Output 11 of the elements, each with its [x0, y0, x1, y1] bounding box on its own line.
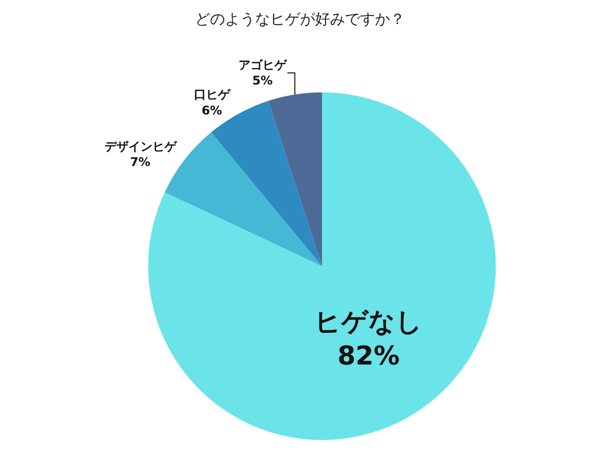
data-label: 6% — [202, 103, 222, 118]
pie-slice — [164, 132, 322, 266]
slice-label: デザインヒゲ — [104, 139, 178, 154]
slice-label: 口ヒゲ — [194, 88, 231, 102]
pie-slice — [268, 92, 322, 266]
data-label: 7% — [130, 154, 150, 169]
slice-label: アゴヒゲ — [238, 58, 288, 72]
data-label: 5% — [252, 74, 273, 88]
data-label: 82% — [337, 341, 400, 372]
chart-title: どのようなヒゲが好みですか？ — [195, 10, 405, 28]
slice-label: ヒゲなし — [314, 308, 423, 338]
